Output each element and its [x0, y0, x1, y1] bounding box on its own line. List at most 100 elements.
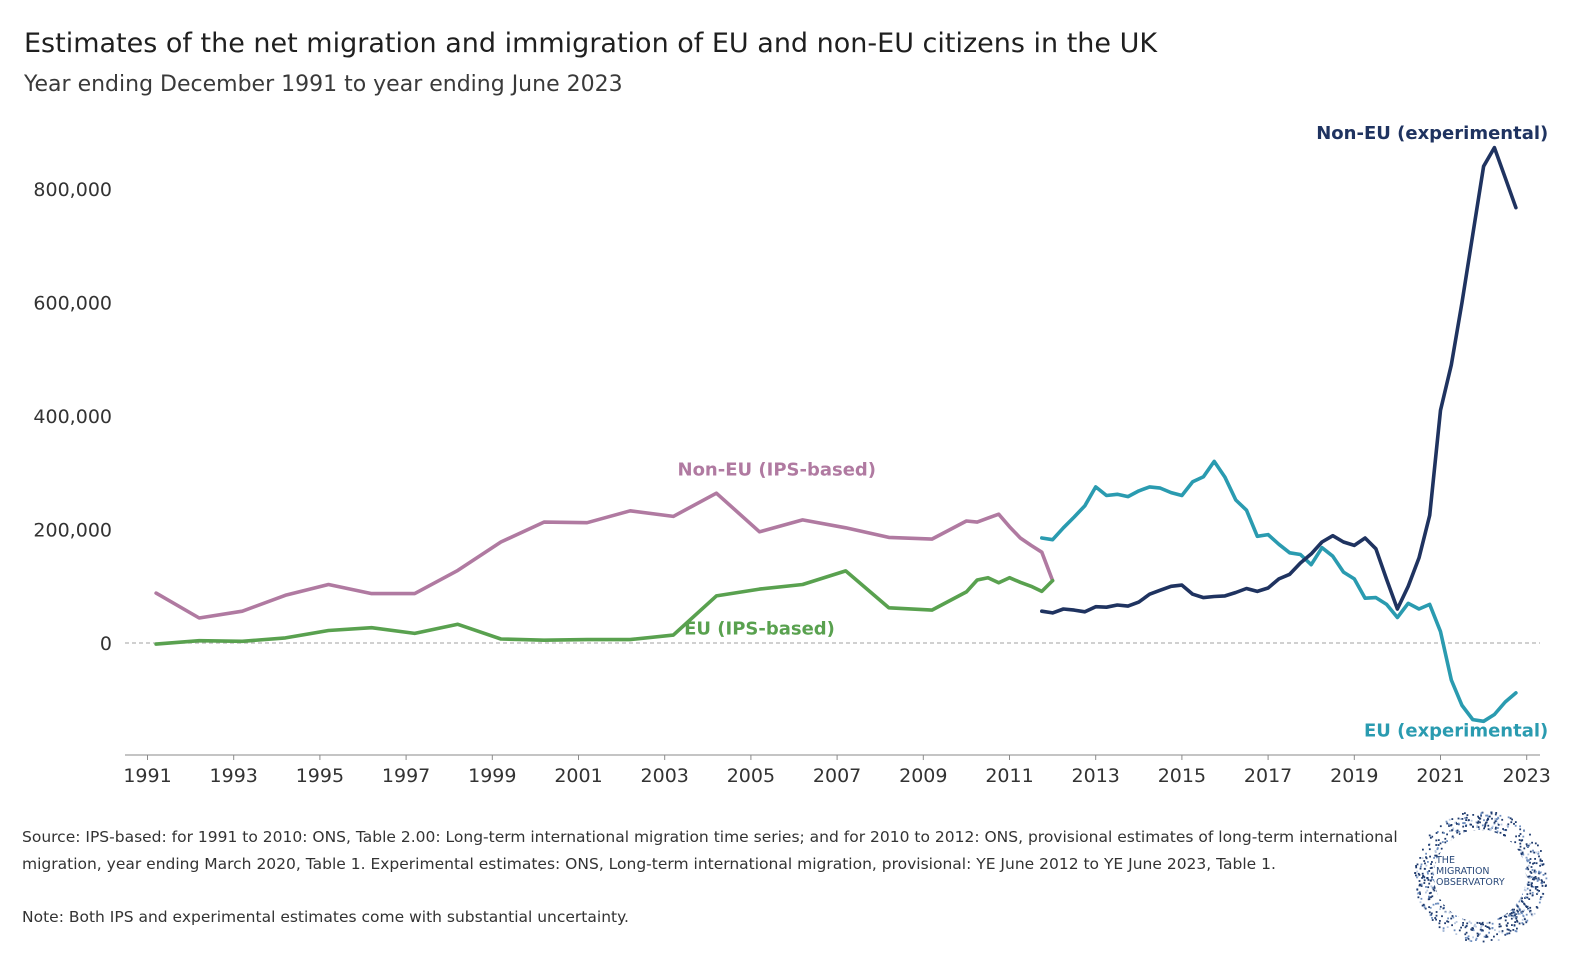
logo-dot [1421, 857, 1424, 860]
logo-dot [1458, 830, 1461, 833]
logo-dot [1428, 834, 1431, 837]
logo-dot [1422, 874, 1425, 877]
logo-dot [1481, 921, 1484, 923]
logo-dot [1505, 933, 1508, 935]
logo-dot [1423, 876, 1426, 878]
logo-dot [1529, 910, 1531, 913]
logo-dot [1446, 926, 1449, 928]
logo-dot [1506, 922, 1509, 925]
logo-dot [1458, 833, 1461, 835]
logo-dot [1446, 822, 1449, 825]
logo-dot [1465, 819, 1467, 821]
logo-dot [1505, 915, 1508, 918]
logo-dot [1540, 850, 1542, 852]
logo-dot [1461, 818, 1464, 820]
logo-dot [1459, 818, 1462, 820]
logo-dot [1429, 879, 1432, 882]
logo-dot [1476, 821, 1479, 824]
logo-dot [1514, 841, 1517, 844]
logo-dot [1495, 812, 1498, 814]
logo-dot [1445, 820, 1448, 823]
logo-dot [1534, 870, 1537, 873]
logo-dot [1504, 933, 1507, 936]
logo-dot [1533, 912, 1536, 915]
logo-dot [1522, 853, 1525, 856]
logo-dot [1504, 915, 1506, 918]
logo-dot [1434, 917, 1437, 919]
logo-dot [1540, 879, 1543, 881]
logo-dot [1444, 841, 1447, 844]
logo-dot [1472, 814, 1475, 816]
logo-dot [1441, 841, 1444, 843]
logo-dot [1428, 870, 1431, 872]
logo-dot [1527, 908, 1530, 911]
logo-dot [1529, 861, 1531, 864]
logo-dot [1518, 900, 1521, 903]
logo-dot [1535, 862, 1538, 865]
logo-dot [1439, 905, 1442, 908]
logo-dot [1447, 920, 1450, 923]
logo-dot [1513, 908, 1515, 911]
chart-title: Estimates of the net migration and immig… [24, 28, 1158, 59]
logo-dot [1483, 935, 1486, 938]
logo-dot [1450, 824, 1453, 826]
logo-dot [1527, 884, 1530, 886]
logo-dot [1542, 874, 1545, 876]
logo-dot [1463, 918, 1466, 921]
y-tick-label: 0 [100, 633, 112, 655]
logo-dot [1537, 878, 1539, 881]
logo-dot [1453, 929, 1456, 932]
logo-dot [1451, 818, 1454, 820]
y-tick-label: 200,000 [33, 520, 112, 542]
logo-dot [1481, 929, 1484, 931]
logo-dot [1514, 824, 1517, 827]
logo-dot [1534, 842, 1537, 845]
logo-dot [1538, 872, 1541, 875]
logo-dot [1434, 850, 1437, 852]
logo-dot [1527, 864, 1530, 867]
logo-dot [1415, 865, 1417, 867]
logo-dot [1431, 919, 1434, 921]
logo-dot [1452, 916, 1455, 919]
logo-dot [1435, 839, 1438, 842]
logo-dot [1466, 936, 1469, 939]
logo-dot [1466, 814, 1469, 816]
logo-dot [1467, 819, 1470, 822]
logo-dot [1526, 866, 1529, 869]
logo-dot [1477, 826, 1480, 828]
logo-dot [1491, 927, 1494, 929]
logo-dot [1438, 926, 1441, 929]
logo-dot [1432, 903, 1435, 906]
logo-dot [1490, 939, 1493, 941]
logo-dot [1430, 885, 1433, 888]
logo-dot [1533, 878, 1535, 881]
logo-dot [1427, 898, 1430, 901]
logo-dot [1532, 849, 1534, 852]
logo-dot [1536, 891, 1539, 894]
logo-dot [1470, 922, 1473, 925]
logo-dot [1446, 840, 1448, 842]
logo-dot [1450, 917, 1453, 920]
logo-dot [1463, 830, 1466, 832]
logo-dot [1508, 932, 1511, 935]
logo-dot [1527, 908, 1529, 910]
logo-dot [1499, 814, 1502, 817]
logo-dot [1454, 821, 1457, 824]
logo-dot [1429, 867, 1432, 869]
logo-dot [1487, 815, 1490, 818]
logo-text-line1: THE [1435, 855, 1455, 866]
logo-dot [1511, 924, 1513, 926]
logo-dot [1518, 922, 1521, 925]
logo-dot [1435, 914, 1438, 917]
logo-dot [1515, 917, 1518, 920]
logo-dot [1472, 936, 1474, 939]
logo-dot [1468, 939, 1471, 942]
logo-dot [1526, 887, 1529, 890]
logo-dot [1420, 863, 1423, 866]
logo-dot [1515, 930, 1518, 933]
logo-dot [1538, 890, 1540, 892]
logo-dot [1531, 869, 1534, 871]
logo-dot [1516, 920, 1519, 923]
logo-dot [1431, 866, 1433, 869]
logo-dot [1430, 891, 1432, 894]
